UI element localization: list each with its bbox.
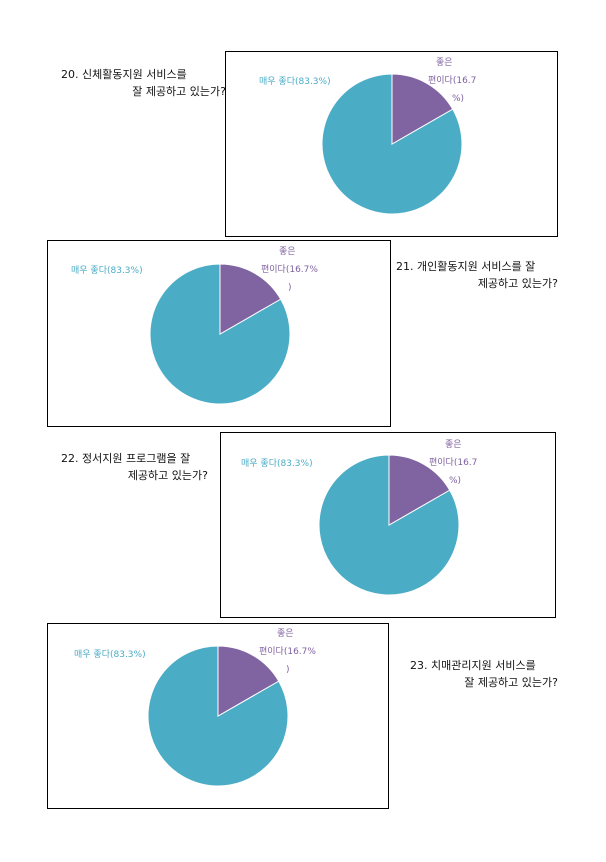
question-line: 22. 정서지원 프로그램을 잘 <box>61 452 191 465</box>
question-21: 21. 개인활동지원 서비스를 잘 제공하고 있는가? <box>396 258 558 292</box>
question-line: 23. 치매관리지원 서비스를 <box>410 659 536 672</box>
question-line: 잘 제공하고 있는가? <box>132 85 226 98</box>
question-line: 21. 개인활동지원 서비스를 잘 <box>396 260 536 273</box>
label-very-good: 매우 좋다(83.3%) <box>259 77 331 87</box>
slice-good <box>219 263 282 335</box>
label-line: %) <box>452 94 465 104</box>
label-line: 편이다(16.7 <box>429 458 478 468</box>
pie-svg <box>147 645 289 787</box>
label-line: %) <box>449 476 462 486</box>
label-line: 좋은 <box>277 629 294 639</box>
pie-svg <box>318 454 460 596</box>
label-line: 편이다(16.7 <box>428 76 477 86</box>
pie-chart-22: 매우 좋다(83.3%) 좋은 편이다(16.7 %) <box>220 432 556 618</box>
label-very-good: 매우 좋다(83.3%) <box>71 266 143 276</box>
pie-chart-23: 매우 좋다(83.3%) 좋은 편이다(16.7% ) <box>47 623 389 809</box>
label-very-good: 매우 좋다(83.3%) <box>241 459 313 469</box>
label-line: 편이다(16.7% <box>261 265 318 275</box>
question-20: 20. 신체활동지원 서비스를 잘 제공하고 있는가? <box>58 66 226 100</box>
pie-svg <box>321 73 463 215</box>
pie-chart-20: 매우 좋다(83.3%) 좋은 편이다(16.7 %) <box>225 51 558 237</box>
label-good: 좋은 편이다(16.7 %) <box>429 436 477 490</box>
question-line: 제공하고 있는가? <box>477 277 558 290</box>
question-line: 20. 신체활동지원 서비스를 <box>61 68 187 81</box>
label-line: ) <box>286 665 290 675</box>
label-very-good: 매우 좋다(83.3%) <box>74 650 146 660</box>
label-line: 좋은 <box>279 247 296 257</box>
slice-good <box>217 645 280 717</box>
label-line: 좋은 <box>445 440 462 450</box>
label-good: 좋은 편이다(16.7% ) <box>259 625 316 679</box>
label-good: 좋은 편이다(16.7 %) <box>428 54 476 108</box>
label-good: 좋은 편이다(16.7% ) <box>261 243 318 297</box>
label-line: 좋은 <box>436 58 453 68</box>
question-23: 23. 치매관리지원 서비스를 잘 제공하고 있는가? <box>406 657 558 691</box>
pie-svg <box>149 263 291 405</box>
slice-good <box>388 454 451 526</box>
question-line: 제공하고 있는가? <box>127 469 208 482</box>
slice-good <box>391 73 454 145</box>
question-line: 잘 제공하고 있는가? <box>464 676 558 689</box>
label-line: 편이다(16.7% <box>259 647 316 657</box>
question-22: 22. 정서지원 프로그램을 잘 제공하고 있는가? <box>58 450 208 484</box>
pie-chart-21: 매우 좋다(83.3%) 좋은 편이다(16.7% ) <box>47 240 391 427</box>
label-line: ) <box>288 283 292 293</box>
